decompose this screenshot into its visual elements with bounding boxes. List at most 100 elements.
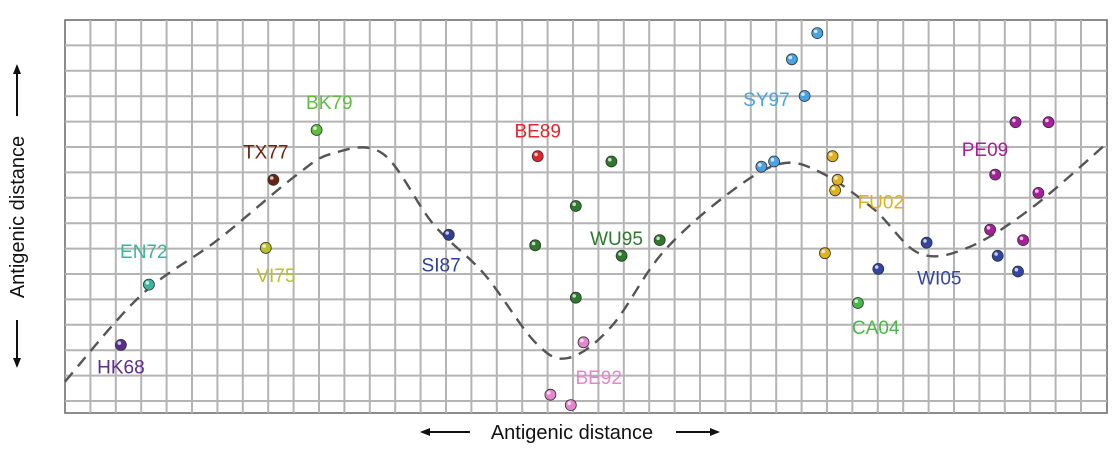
data-point-marker xyxy=(577,336,590,349)
data-point-highlight xyxy=(1019,236,1024,241)
data-point-highlight xyxy=(813,29,818,34)
data-point-highlight xyxy=(1012,118,1016,123)
data-point-highlight xyxy=(445,231,450,235)
trend-curve xyxy=(64,142,1108,383)
cluster-label-tx77: TX77 xyxy=(243,143,288,164)
data-point-marker xyxy=(1012,265,1024,278)
data-point-highlight xyxy=(854,299,859,304)
data-point-marker xyxy=(142,278,155,291)
data-point-highlight xyxy=(656,236,660,241)
data-point-marker xyxy=(267,173,280,186)
data-point-pe09 xyxy=(1017,234,1029,247)
data-point-highlight xyxy=(145,281,150,285)
data-points xyxy=(115,27,1055,412)
data-point-highlight xyxy=(788,55,793,60)
data-point-bk79 xyxy=(310,124,323,136)
data-point-wu95 xyxy=(615,249,628,262)
data-point-fu02 xyxy=(831,173,844,186)
data-point-marker xyxy=(819,247,831,260)
data-point-highlight xyxy=(801,92,805,96)
data-point-highlight xyxy=(1014,267,1019,272)
data-point-be89 xyxy=(531,150,544,163)
data-point-highlight xyxy=(531,241,536,246)
data-point-marker xyxy=(1032,186,1045,199)
cluster-label-wi05: WI05 xyxy=(917,268,961,289)
data-point-marker xyxy=(991,249,1004,262)
data-point-highlight xyxy=(831,186,836,191)
data-point-sy97 xyxy=(768,155,780,168)
data-point-wu95 xyxy=(569,291,582,304)
grid-lines xyxy=(65,20,1107,413)
data-point-highlight xyxy=(618,252,622,256)
data-point-be92 xyxy=(544,388,557,401)
y-axis-arrowhead-up xyxy=(13,64,21,74)
data-point-marker xyxy=(826,150,839,163)
data-point-highlight xyxy=(547,391,551,395)
y-axis: Antigenic distance xyxy=(7,64,29,368)
data-point-highlight xyxy=(986,226,991,230)
data-point-sy97 xyxy=(811,27,824,39)
x-axis-arrowhead-left xyxy=(420,428,430,436)
data-point-highlight xyxy=(834,176,838,180)
data-point-be92 xyxy=(564,399,577,412)
data-point-vi75 xyxy=(259,241,272,254)
data-point-marker xyxy=(564,399,577,412)
data-point-hk68 xyxy=(115,338,127,351)
data-point-wu95 xyxy=(605,155,618,168)
data-point-marker xyxy=(531,150,544,163)
plot-background xyxy=(64,19,1108,414)
data-point-fu02 xyxy=(819,247,831,260)
data-point-highlight xyxy=(534,152,538,157)
x-axis-title: Antigenic distance xyxy=(491,422,653,444)
cluster-label-bk79: BK79 xyxy=(306,93,352,114)
data-point-highlight xyxy=(270,176,274,180)
data-point-marker xyxy=(442,228,455,241)
cluster-label-hk68: HK68 xyxy=(97,358,145,379)
data-point-wi05 xyxy=(1012,265,1024,278)
data-point-marker xyxy=(653,234,666,247)
data-point-sy97 xyxy=(786,53,798,66)
data-point-highlight xyxy=(608,157,612,162)
data-point-highlight xyxy=(821,249,826,254)
data-point-sy97 xyxy=(755,160,768,173)
data-point-highlight xyxy=(572,294,576,298)
data-point-marker xyxy=(829,184,841,197)
data-point-marker xyxy=(605,155,618,168)
data-point-highlight xyxy=(758,163,762,167)
data-point-highlight xyxy=(117,341,122,345)
data-point-highlight xyxy=(991,171,996,175)
data-point-wu95 xyxy=(653,234,666,247)
data-point-marker xyxy=(755,160,768,173)
cluster-label-be89: BE89 xyxy=(514,122,560,143)
data-point-marker xyxy=(115,338,127,351)
data-point-marker xyxy=(852,297,864,309)
data-point-pe09 xyxy=(984,223,996,236)
data-point-highlight xyxy=(874,265,879,269)
data-point-pe09 xyxy=(1032,186,1045,199)
data-point-marker xyxy=(768,155,780,168)
cluster-label-sy97: SY97 xyxy=(743,90,789,111)
data-point-en72 xyxy=(142,278,155,291)
data-point-wi05 xyxy=(920,236,933,249)
data-point-marker xyxy=(1009,116,1022,129)
cluster-label-ca04: CA04 xyxy=(852,318,900,339)
data-point-sy97 xyxy=(798,90,811,102)
y-axis-arrowhead-down xyxy=(13,358,21,368)
data-point-marker xyxy=(569,200,582,212)
data-point-highlight xyxy=(829,152,833,157)
data-point-marker xyxy=(798,90,811,102)
data-point-marker xyxy=(831,173,844,186)
y-axis-title: Antigenic distance xyxy=(7,136,29,298)
x-axis: Antigenic distance xyxy=(420,422,720,444)
data-point-highlight xyxy=(923,239,927,243)
data-point-marker xyxy=(920,236,933,249)
cluster-label-pe09: PE09 xyxy=(962,140,1008,161)
data-point-wu95 xyxy=(569,200,582,212)
data-point-fu02 xyxy=(829,184,841,197)
data-point-wi05 xyxy=(991,249,1004,262)
data-point-highlight xyxy=(567,401,571,406)
data-point-si87 xyxy=(442,228,455,241)
data-point-wu95 xyxy=(529,239,542,252)
data-point-highlight xyxy=(770,157,775,162)
cluster-label-en72: EN72 xyxy=(120,242,168,263)
